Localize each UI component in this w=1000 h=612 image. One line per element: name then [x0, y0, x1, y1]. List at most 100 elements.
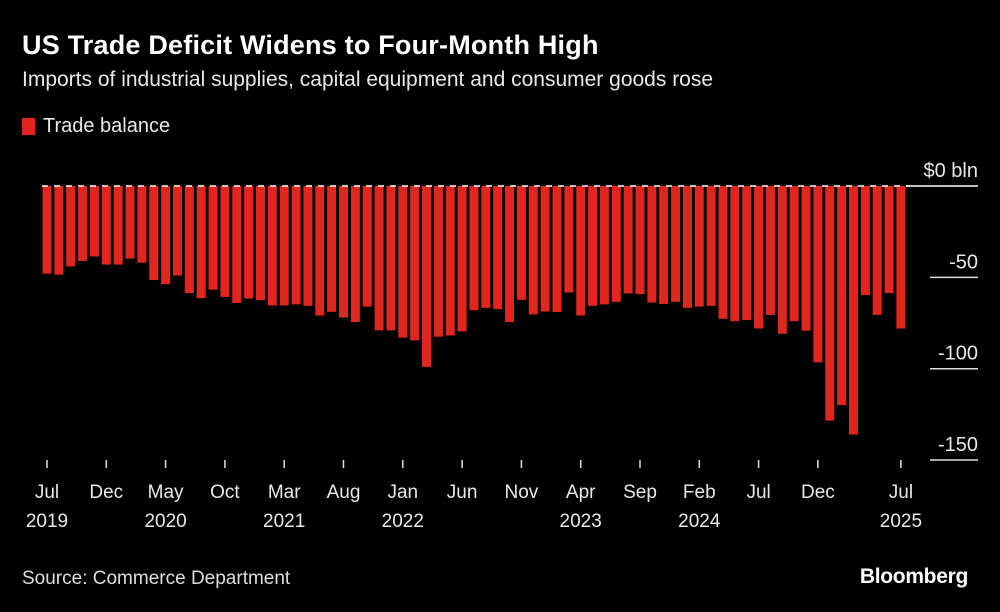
bar: [623, 186, 633, 294]
bar: [659, 186, 669, 305]
chart-title: US Trade Deficit Widens to Four-Month Hi…: [22, 30, 599, 60]
y-tick-label: -50: [949, 251, 978, 273]
bar: [339, 186, 348, 318]
bar: [350, 186, 360, 323]
bar: [730, 186, 740, 322]
x-tick-label: Aug: [327, 482, 361, 503]
x-tick-label: Feb: [683, 482, 716, 503]
bar: [599, 186, 609, 305]
bar: [137, 186, 147, 263]
x-tick-year-label: 2021: [263, 511, 305, 532]
bar: [255, 186, 265, 301]
bar: [125, 186, 135, 259]
bar: [54, 186, 64, 275]
x-tick-label: Oct: [210, 482, 240, 503]
x-tick-label: Dec: [89, 482, 123, 503]
bar: [362, 186, 372, 307]
bar: [611, 186, 621, 302]
bar: [291, 186, 301, 305]
bar: [837, 186, 847, 406]
bar: [66, 186, 76, 267]
bar: [78, 186, 88, 261]
bar: [564, 186, 574, 293]
x-tick-year-label: 2019: [26, 511, 68, 532]
bar: [89, 186, 99, 257]
bar: [635, 186, 645, 295]
bar: [647, 186, 657, 303]
bar: [149, 186, 159, 281]
bar: [765, 186, 775, 315]
bar: [742, 186, 752, 321]
bar: [196, 186, 206, 299]
bar: [777, 186, 787, 334]
x-tick-year-label: 2020: [144, 511, 186, 532]
x-tick-label: Jan: [387, 482, 418, 503]
bar: [172, 186, 182, 276]
x-tick-year-label: 2024: [678, 511, 721, 532]
bar: [386, 186, 396, 331]
bar: [516, 186, 526, 300]
bar: [706, 186, 716, 306]
bar: [433, 186, 443, 337]
bar: [267, 186, 277, 306]
x-tick-label: Dec: [801, 482, 835, 503]
bar: [398, 186, 408, 338]
bar: [42, 186, 52, 274]
bar: [789, 186, 799, 322]
bar: [184, 186, 194, 294]
legend-label: Trade balance: [43, 115, 171, 137]
bar: [694, 186, 704, 307]
bar: [801, 186, 811, 331]
bar: [896, 186, 906, 329]
bar: [327, 186, 337, 312]
bar: [813, 186, 823, 363]
bloomberg-logo: Bloomberg: [859, 565, 968, 588]
x-tick-label: Jul: [746, 482, 770, 503]
x-tick-year-label: 2025: [880, 511, 922, 532]
legend: Trade balance: [22, 115, 170, 138]
bar: [576, 186, 586, 316]
x-tick-label: Apr: [566, 482, 596, 503]
bar: [208, 186, 218, 290]
bar: [457, 186, 467, 332]
bar: [552, 186, 562, 313]
x-tick-label: Mar: [268, 482, 301, 503]
bar: [410, 186, 420, 341]
bar: [860, 186, 870, 296]
bar: [161, 186, 171, 285]
bar: [481, 186, 491, 308]
bar: [682, 186, 692, 308]
bar: [754, 186, 764, 329]
bar: [848, 186, 858, 435]
bar: [101, 186, 111, 265]
bar: [303, 186, 313, 306]
bar: [113, 186, 123, 265]
y-tick-label: -100: [938, 343, 978, 365]
bar: [671, 186, 681, 302]
x-tick-label: Jul: [889, 482, 913, 503]
bar: [469, 186, 479, 311]
x-tick-year-label: 2022: [382, 511, 424, 532]
legend-swatch: [22, 118, 35, 135]
bar: [505, 186, 515, 323]
chart-subtitle: Imports of industrial supplies, capital …: [22, 68, 714, 91]
bar: [374, 186, 384, 331]
bar: [422, 186, 432, 367]
bar: [588, 186, 598, 306]
y-tick-label: $0 bln: [924, 160, 979, 182]
bar: [718, 186, 728, 319]
bar: [279, 186, 289, 306]
x-tick-label: May: [148, 482, 184, 503]
bar: [493, 186, 503, 310]
x-tick-year-label: 2023: [560, 511, 602, 532]
bar: [445, 186, 455, 336]
bar: [540, 186, 550, 312]
bar: [315, 186, 325, 316]
y-tick-label: -150: [938, 434, 978, 456]
x-tick-label: Nov: [505, 482, 539, 503]
x-tick-label: Jun: [447, 482, 478, 503]
bar: [872, 186, 882, 315]
x-tick-label: Jul: [35, 482, 59, 503]
bar: [220, 186, 230, 297]
